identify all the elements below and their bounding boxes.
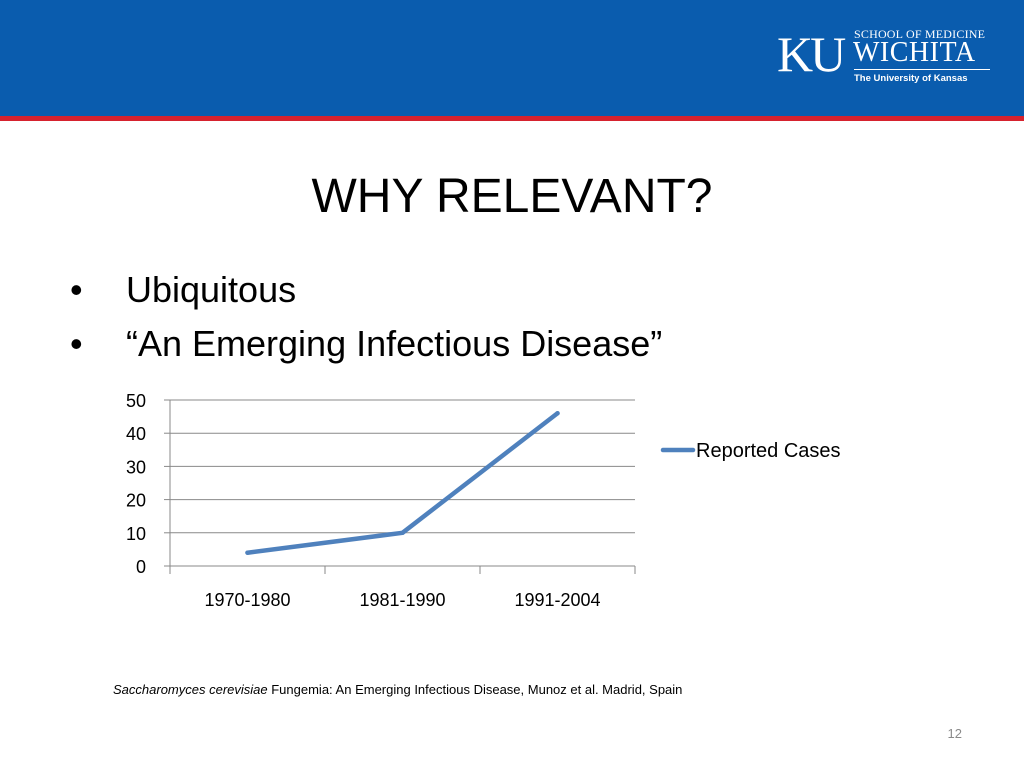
header-accent-rule [0, 116, 1024, 121]
logo-divider [854, 69, 990, 70]
page-number: 12 [947, 726, 962, 741]
legend-label: Reported Cases [696, 440, 841, 462]
x-tick-label: 1991-2004 [514, 590, 600, 610]
citation-species: Saccharomyces cerevisiae [113, 682, 268, 697]
y-tick-label: 50 [126, 391, 146, 411]
data-point [555, 411, 560, 416]
bullet-text: “An Emerging Infectious Disease” [126, 323, 663, 364]
ku-school-of-medicine-wichita-logo: KU SCHOOL OF MEDICINE WICHITA The Univer… [777, 28, 993, 88]
y-tick-label: 20 [126, 491, 146, 511]
reported-cases-line-chart: 0 10 20 30 40 50 1970-1980 1981-1990 1991-2004 Re… [126, 391, 841, 610]
y-tick-label: 40 [126, 424, 146, 444]
citation-text: Saccharomyces cerevisiae Fungemia: An Em… [113, 682, 682, 698]
bullet-marker: • [70, 323, 83, 364]
logo-ku-mark: KU [777, 26, 846, 82]
data-point [245, 550, 250, 555]
logo-wichita-line: WICHITA [853, 37, 976, 68]
slide-title: WHY RELEVANT? [311, 170, 713, 223]
bullet-item: • “An Emerging Infectious Disease” [70, 319, 970, 373]
bullet-marker: • [70, 269, 83, 310]
y-tick-label: 10 [126, 524, 146, 544]
citation-source: Fungemia: An Emerging Infectious Disease… [267, 682, 683, 697]
bullet-text: Ubiquitous [126, 269, 297, 310]
bullet-item: • Ubiquitous [70, 265, 970, 319]
logo-university-line: The University of Kansas [854, 73, 968, 84]
y-tick-label: 0 [136, 557, 146, 577]
x-tick-label: 1981-1990 [359, 590, 445, 610]
slide-header-band [0, 0, 1024, 116]
bullet-list: • Ubiquitous • “An Emerging Infectious D… [70, 265, 970, 373]
x-tick-label: 1970-1980 [204, 590, 290, 610]
y-tick-label: 30 [126, 457, 146, 477]
logo-school-line: SCHOOL OF MEDICINE [854, 27, 986, 41]
data-point [400, 530, 405, 535]
